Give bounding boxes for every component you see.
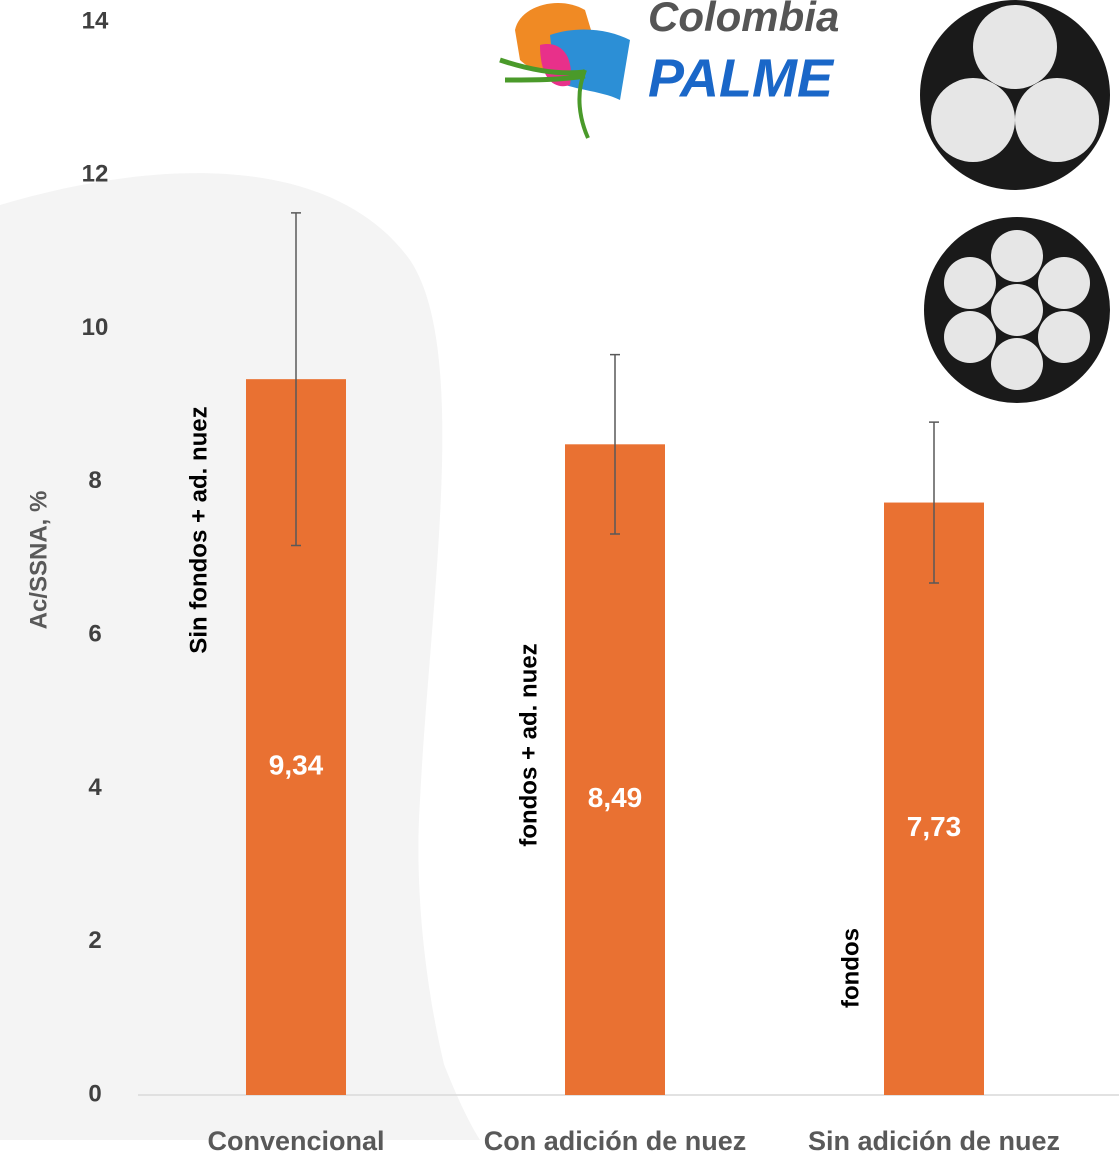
logo-text: Colombia bbox=[648, 0, 839, 40]
y-tick-label: 0 bbox=[88, 1080, 101, 1107]
data-label: 8,49 bbox=[588, 782, 643, 813]
y-tick-label: 6 bbox=[88, 620, 101, 647]
y-tick-label: 10 bbox=[82, 314, 109, 341]
y-tick-label: 8 bbox=[88, 467, 101, 494]
y-tick-label: 2 bbox=[88, 927, 101, 954]
bar bbox=[565, 444, 665, 1096]
background-shape bbox=[0, 811, 480, 1140]
error-bar bbox=[291, 212, 301, 547]
y-axis-label: Ac/SSNA, % bbox=[25, 491, 52, 630]
cable-icon bbox=[920, 0, 1110, 190]
x-tick-label: Con adición de nuez bbox=[484, 1126, 747, 1156]
y-tick-label: 4 bbox=[88, 774, 102, 801]
error-bar bbox=[929, 421, 939, 584]
y-tick-label: 12 bbox=[82, 161, 109, 188]
annotation: fondos + ad. nuez bbox=[515, 643, 542, 846]
x-tick-label: Convencional bbox=[207, 1126, 384, 1156]
data-label: 9,34 bbox=[269, 749, 324, 780]
error-bar bbox=[610, 353, 620, 535]
logo: Colombia PALME bbox=[499, 0, 839, 139]
data-label: 7,73 bbox=[907, 811, 962, 842]
cable-icon bbox=[924, 217, 1110, 403]
logo-text: PALME bbox=[648, 48, 835, 108]
annotation: Sin fondos + ad. nuez bbox=[185, 406, 212, 653]
annotation: fondos bbox=[837, 928, 864, 1008]
y-tick-label: 14 bbox=[82, 7, 109, 34]
x-tick-label: Sin adición de nuez bbox=[808, 1126, 1060, 1156]
bar bbox=[884, 502, 984, 1095]
